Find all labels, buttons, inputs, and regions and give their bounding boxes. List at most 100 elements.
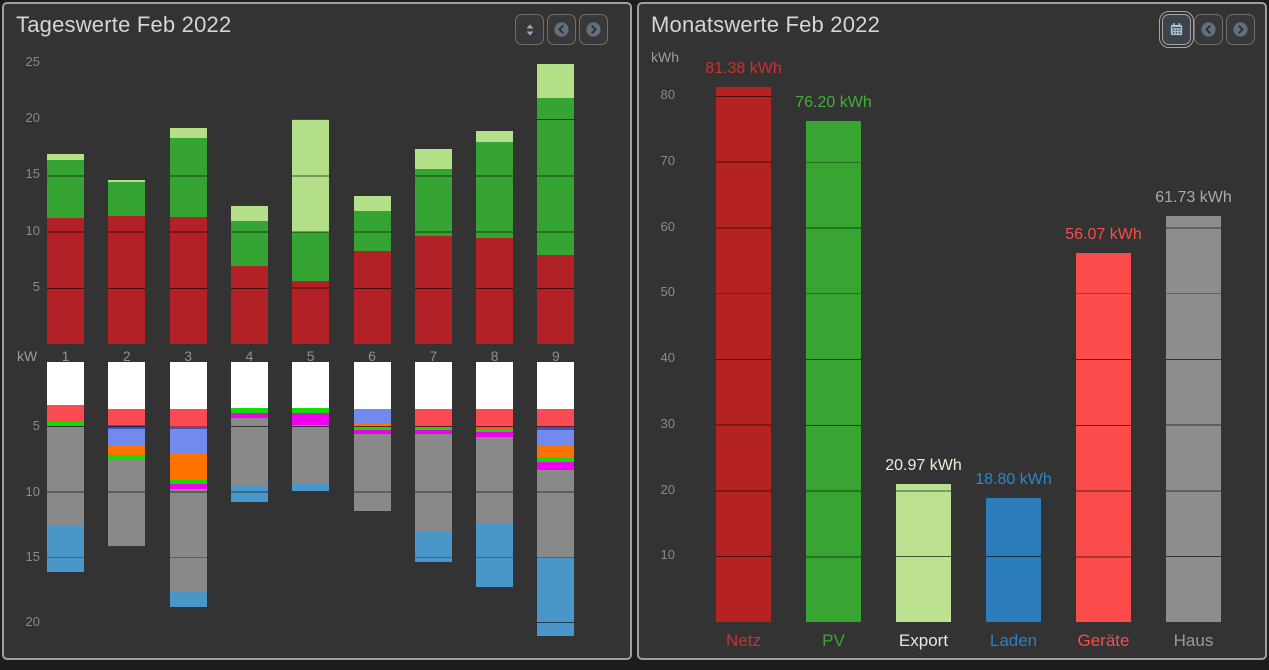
value-label-export: 20.97 kWh: [885, 457, 962, 475]
y-axis-tick-upper: 25: [25, 53, 40, 69]
monthly-bar-pv[interactable]: [806, 120, 861, 622]
bar-gridlines: [476, 131, 514, 344]
y-axis-tick-lower: 15: [25, 548, 40, 564]
daily-lower-bar-2[interactable]: [108, 362, 146, 546]
daily-upper-bar-7[interactable]: [414, 149, 452, 344]
daily-upper-bar-5[interactable]: [292, 119, 330, 344]
chevron-right-circle-icon: [1231, 20, 1250, 39]
monthly-bar-geräte[interactable]: [1076, 253, 1131, 622]
axis-unit-label: kW: [17, 348, 38, 364]
bar-gridlines: [414, 149, 452, 344]
tageswerte-toolbar: [515, 14, 608, 45]
bar-gridlines: [896, 484, 951, 622]
x-axis-day-label: 9: [551, 348, 560, 364]
daily-upper-bar-8[interactable]: [476, 131, 514, 344]
x-axis-day-label: 6: [368, 348, 376, 364]
bar-gridlines: [108, 362, 146, 546]
category-label-export: Export: [898, 631, 949, 650]
y-axis-tick: 20: [660, 481, 675, 497]
bar-gridlines: [414, 362, 452, 562]
category-label-laden: Laden: [989, 631, 1038, 650]
y-axis-tick: 50: [660, 284, 675, 300]
monthly-bar-export[interactable]: [896, 484, 951, 622]
daily-upper-bar-3[interactable]: [169, 128, 207, 344]
y-axis-tick: 80: [660, 87, 675, 102]
monthly-bar-laden[interactable]: [986, 498, 1041, 622]
daily-lower-bar-6[interactable]: [353, 362, 391, 511]
daily-lower-bar-4[interactable]: [230, 362, 268, 502]
y-axis-tick: 70: [660, 152, 675, 168]
chevron-right-circle-icon: [584, 20, 603, 39]
daily-lower-bar-1[interactable]: [47, 362, 84, 573]
prev-day-button[interactable]: [547, 14, 576, 45]
x-axis-day-label: 8: [490, 348, 499, 364]
daily-upper-bar-4[interactable]: [230, 205, 268, 344]
prev-month-button[interactable]: [1194, 14, 1223, 45]
bar-gridlines: [169, 128, 207, 344]
bar-gridlines: [292, 362, 330, 492]
daily-upper-bar-1[interactable]: [47, 153, 84, 344]
bar-gridlines: [986, 498, 1041, 622]
value-label-laden: 18.80 kWh: [975, 471, 1052, 489]
y-axis-tick-lower: 10: [25, 483, 40, 499]
bar-gridlines: [292, 119, 330, 344]
bar-gridlines: [476, 362, 514, 588]
x-axis-day-label: 4: [245, 348, 254, 364]
bar-gridlines: [1076, 253, 1131, 622]
monthly-bar-netz[interactable]: [716, 86, 771, 622]
x-axis-day-label: 5: [306, 348, 315, 364]
monthly-bar-haus[interactable]: [1166, 216, 1221, 622]
daily-lower-bar-7[interactable]: [414, 362, 452, 562]
calendar-icon: [1168, 21, 1185, 38]
category-label-pv: PV: [822, 631, 845, 650]
y-axis-tick-upper: 15: [25, 166, 40, 182]
bar-gridlines: [230, 362, 268, 502]
y-axis-tick: 40: [660, 350, 675, 365]
y-axis-tick-lower: 5: [32, 418, 40, 434]
daily-lower-bar-9[interactable]: [537, 362, 575, 637]
panel-monatswerte: Monatswerte Feb 2022: [637, 2, 1267, 660]
page-title: Tageswerte Feb 2022: [16, 12, 232, 37]
bar-gridlines: [806, 120, 861, 622]
category-label-geräte: Geräte: [1077, 631, 1130, 650]
page-title-monthly: Monatswerte Feb 2022: [651, 12, 881, 37]
daily-upper-bar-6[interactable]: [353, 195, 391, 344]
y-axis-tick: 10: [660, 547, 675, 563]
y-axis-tick-lower: 20: [25, 614, 40, 629]
category-label-netz: Netz: [726, 631, 761, 650]
bar-gridlines: [537, 362, 575, 637]
bar-gridlines: [716, 86, 771, 622]
axis-unit-label: kWh: [651, 49, 679, 65]
value-label-geräte: 56.07 kWh: [1065, 226, 1142, 244]
next-month-button[interactable]: [1226, 14, 1255, 45]
bar-gridlines: [47, 362, 84, 573]
daily-upper-bar-9[interactable]: [537, 63, 575, 344]
value-label-netz: 81.38 kWh: [705, 59, 782, 77]
up-down-arrows-icon: [521, 21, 539, 39]
y-axis-tick: 60: [660, 218, 675, 234]
chevron-left-circle-icon: [1199, 20, 1218, 39]
calendar-button[interactable]: [1159, 11, 1194, 48]
chevron-left-circle-icon: [552, 20, 571, 39]
y-axis-tick: 30: [660, 415, 675, 431]
bar-gridlines: [169, 362, 207, 607]
bar-gridlines: [1166, 216, 1221, 622]
next-day-button[interactable]: [579, 14, 608, 45]
value-label-haus: 61.73 kWh: [1155, 189, 1232, 207]
y-axis-tick-upper: 10: [25, 222, 40, 238]
sort-button[interactable]: [515, 14, 544, 45]
category-label-haus: Haus: [1173, 631, 1214, 650]
panel-tageswerte: Tageswerte Feb 2022: [2, 2, 632, 660]
bar-gridlines: [108, 179, 146, 344]
bar-gridlines: [353, 362, 391, 511]
bar-gridlines: [537, 63, 575, 344]
bar-gridlines: [353, 195, 391, 344]
bar-gridlines: [47, 153, 84, 344]
daily-lower-bar-5[interactable]: [292, 362, 330, 492]
daily-upper-bar-2[interactable]: [108, 179, 146, 344]
daily-lower-bar-3[interactable]: [169, 362, 207, 607]
daily-lower-bar-8[interactable]: [476, 362, 514, 588]
bar-gridlines: [230, 205, 268, 344]
x-axis-day-label: 3: [184, 348, 192, 364]
